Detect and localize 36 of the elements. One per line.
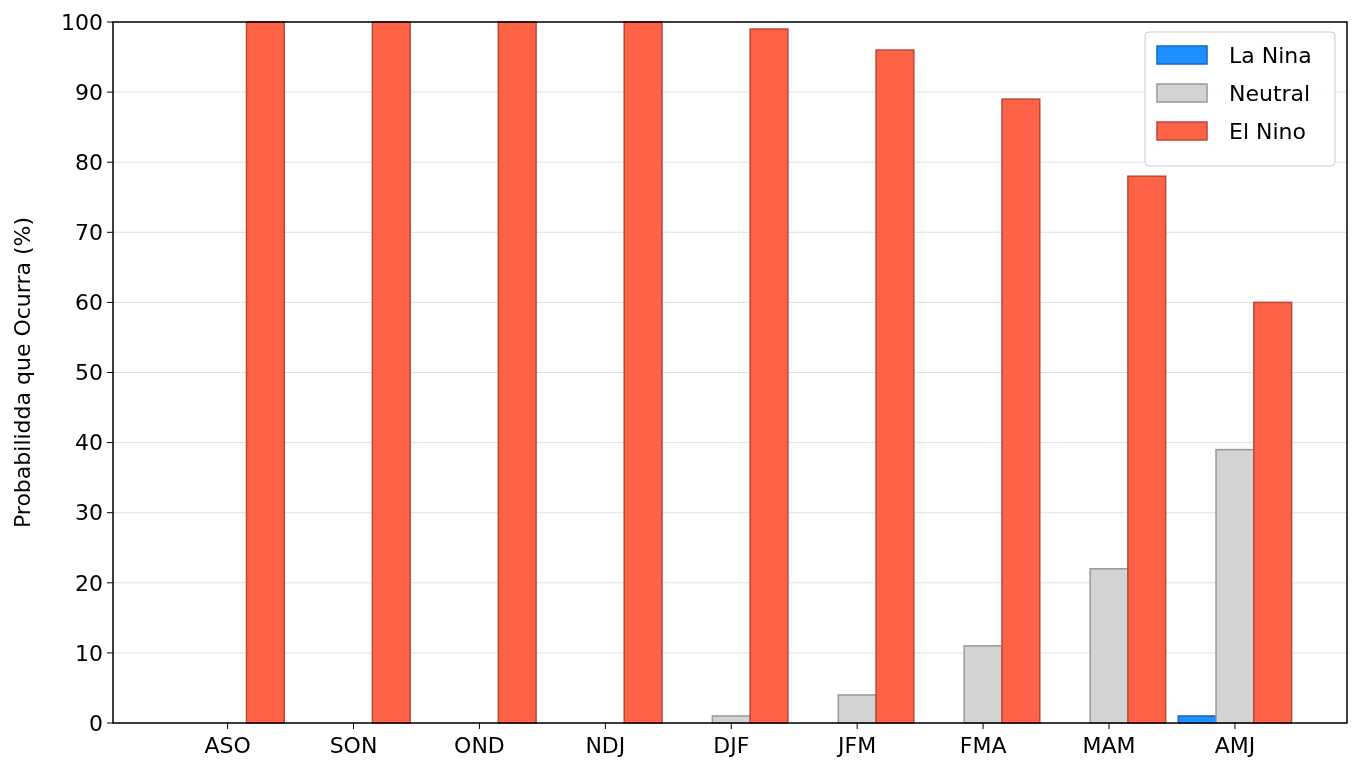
bar xyxy=(1215,448,1255,724)
y-tick-label: 10 xyxy=(75,640,103,666)
x-tick-label: NDJ xyxy=(585,733,626,758)
x-tick-label: FMA xyxy=(959,733,1007,758)
x-tick-label: SON xyxy=(329,733,378,758)
y-tick-label: 30 xyxy=(75,500,103,526)
bar xyxy=(497,21,537,724)
x-tick-label: ASO xyxy=(204,733,251,758)
y-tick-label: 40 xyxy=(75,430,103,456)
y-tick-label: 80 xyxy=(75,149,103,175)
bar xyxy=(623,21,663,724)
bar xyxy=(1089,568,1129,724)
y-tick-label: 50 xyxy=(75,360,103,386)
x-tick-label: DJF xyxy=(713,733,750,758)
bar xyxy=(749,28,789,724)
y-tick-label: 20 xyxy=(75,570,103,596)
y-tick-label: 0 xyxy=(89,710,103,736)
bar xyxy=(1127,175,1167,724)
legend-label: La Nina xyxy=(1229,42,1312,68)
bar xyxy=(1001,98,1041,724)
bar xyxy=(875,49,915,724)
y-tick-label: 100 xyxy=(61,9,103,35)
x-tick-label: OND xyxy=(454,733,505,758)
legend-label: El Nino xyxy=(1229,118,1306,144)
y-axis-title: Probabilidda que Ocurra (%) xyxy=(10,216,35,529)
bar xyxy=(963,645,1003,724)
x-tick-label: JFM xyxy=(836,733,877,758)
bar xyxy=(245,21,285,724)
x-tick-label: MAM xyxy=(1082,733,1136,758)
bar xyxy=(1253,301,1293,724)
y-tick-label: 60 xyxy=(75,290,103,316)
legend-label: Neutral xyxy=(1229,80,1311,106)
bar xyxy=(371,21,411,724)
x-tick-label: AMJ xyxy=(1214,733,1256,758)
y-tick-label: 70 xyxy=(75,220,103,245)
y-tick-label: 90 xyxy=(75,79,103,105)
